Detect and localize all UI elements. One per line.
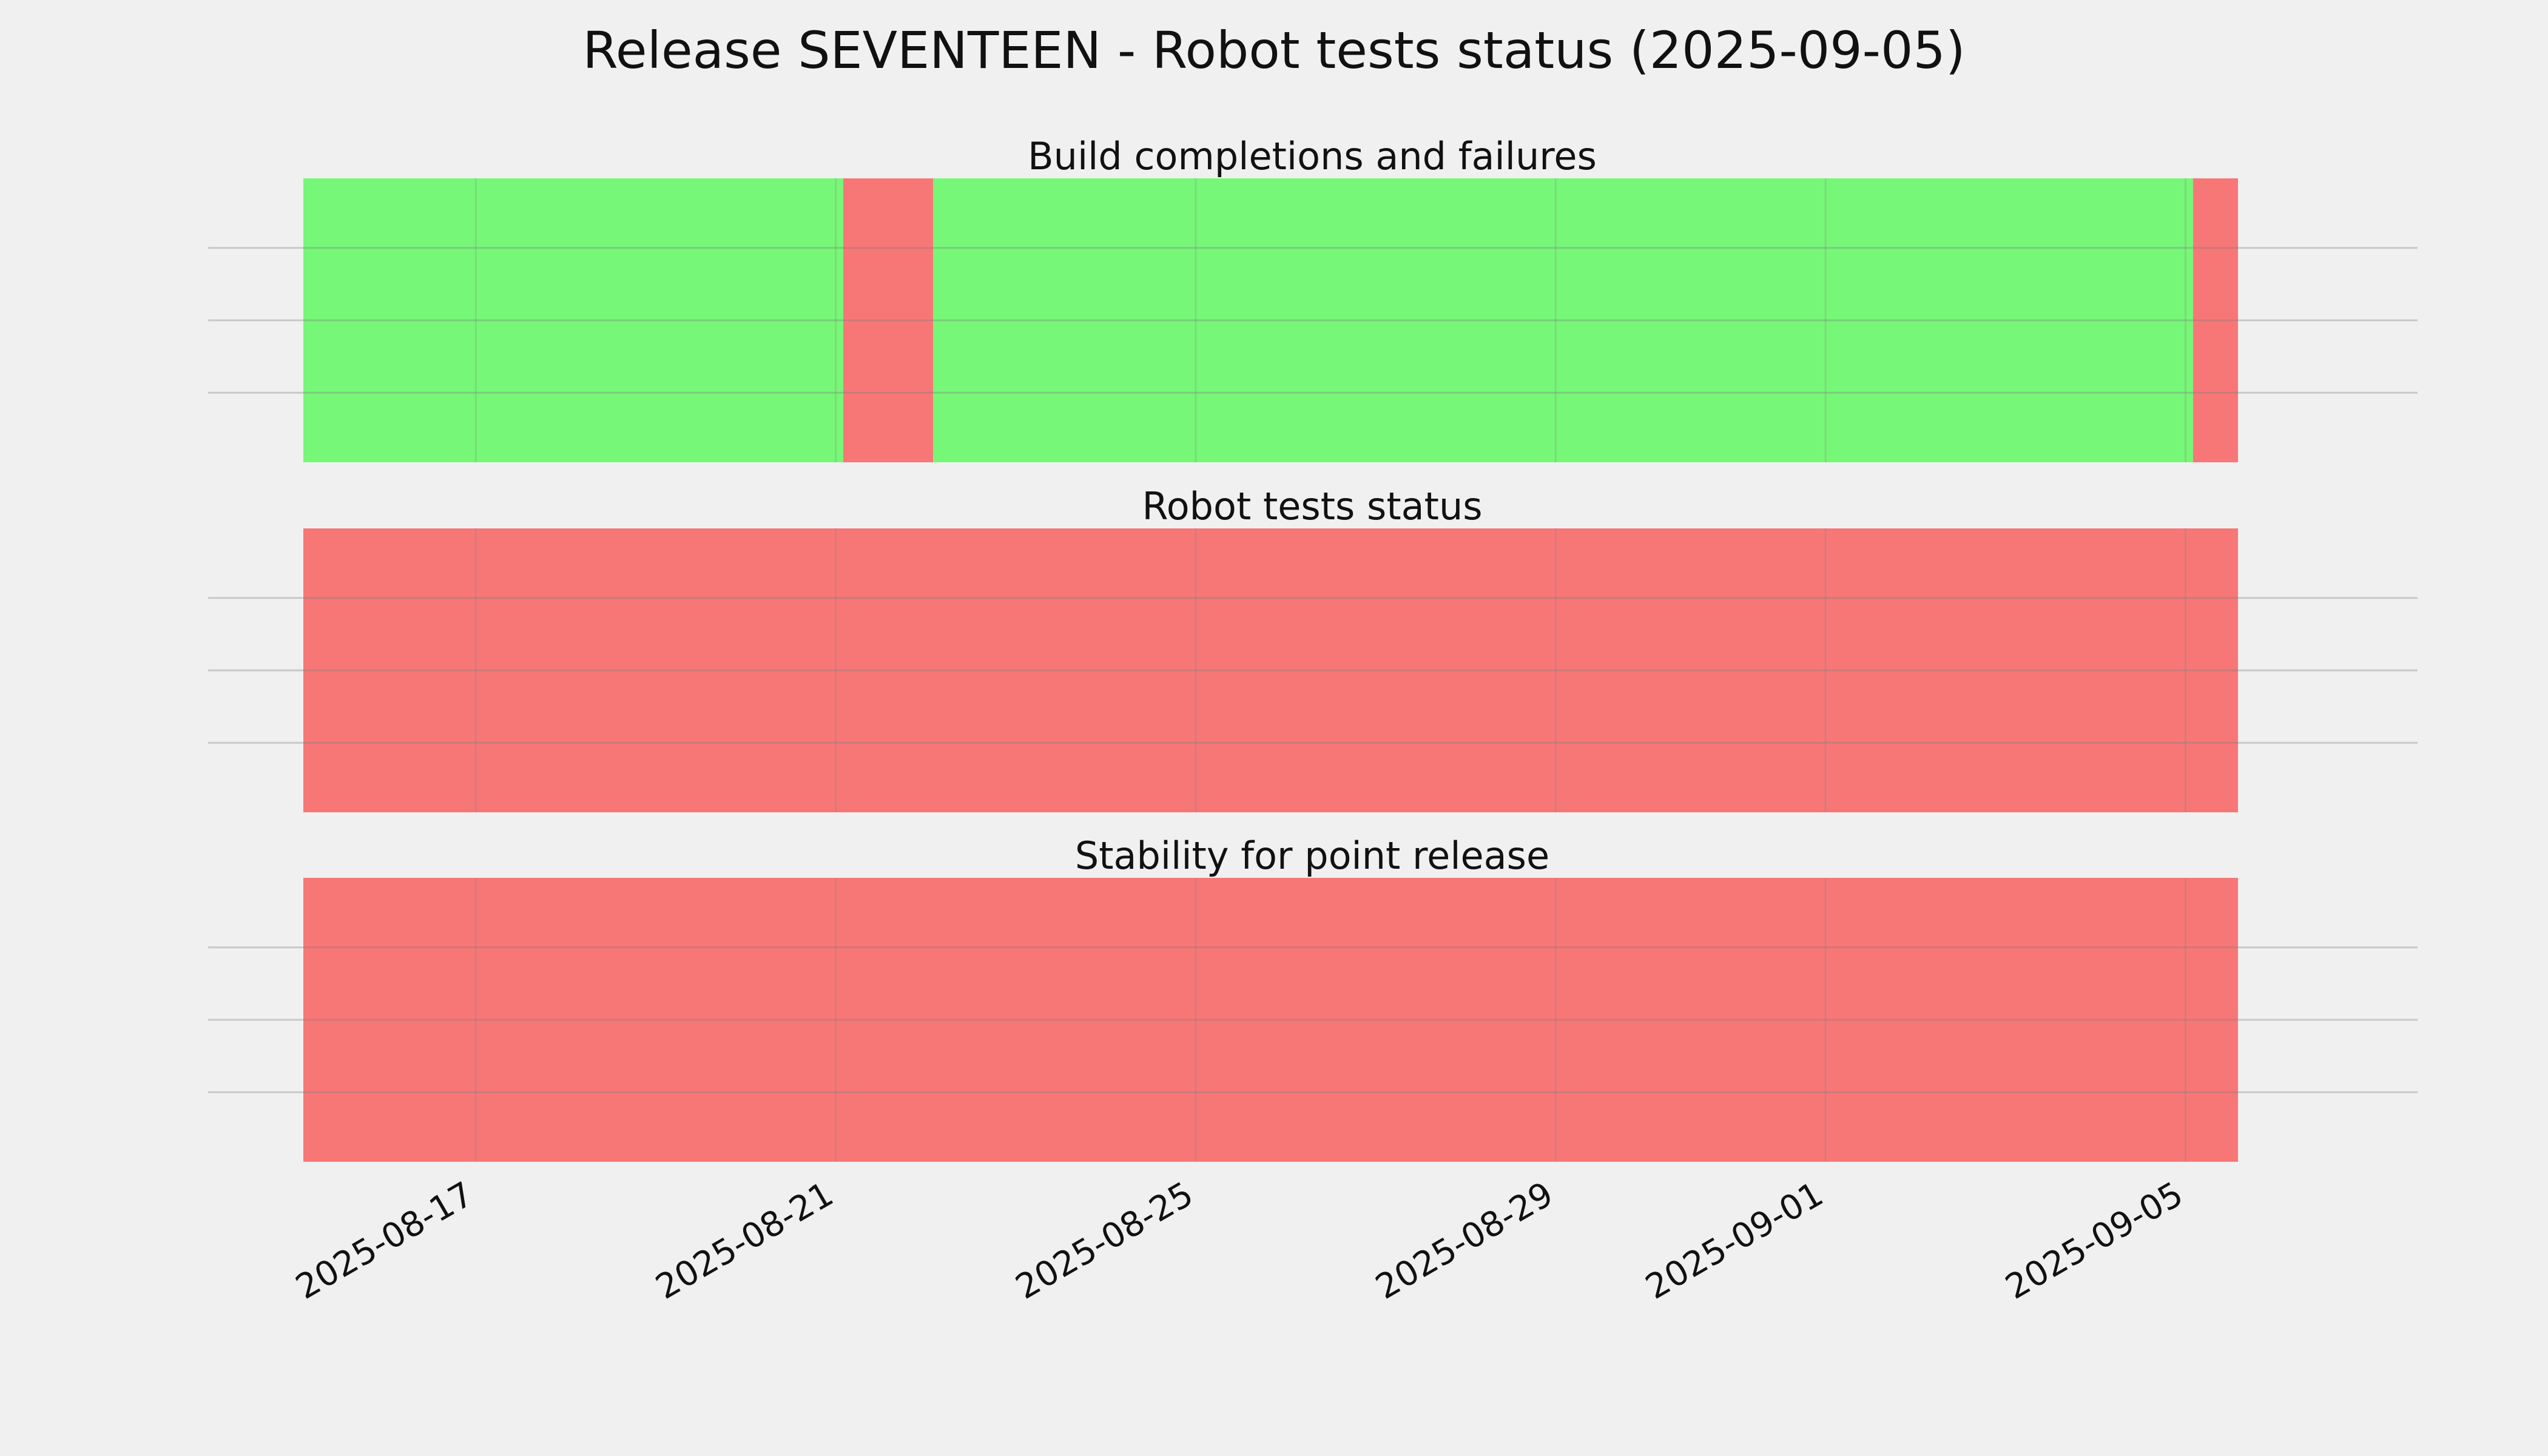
panel-title: Stability for point release: [1075, 834, 1549, 878]
status-segment-fail: [303, 878, 2239, 1162]
panel-title: Build completions and failures: [1028, 134, 1597, 178]
panel-3: Stability for point release: [208, 834, 2418, 1162]
panel-title: Robot tests status: [1142, 484, 1482, 528]
status-segment-pass: [933, 178, 2193, 462]
status-segment-fail: [303, 528, 2239, 812]
status-segment-pass: [303, 178, 843, 462]
status-segment-fail: [843, 178, 934, 462]
chart-title: Release SEVENTEEN - Robot tests status (…: [582, 21, 1965, 80]
panel-1: Build completions and failures: [208, 134, 2418, 462]
chart-panels: Build completions and failures Robot test…: [208, 134, 2418, 1162]
status-segment-fail: [2192, 178, 2239, 462]
panel-2: Robot tests status: [208, 484, 2418, 812]
